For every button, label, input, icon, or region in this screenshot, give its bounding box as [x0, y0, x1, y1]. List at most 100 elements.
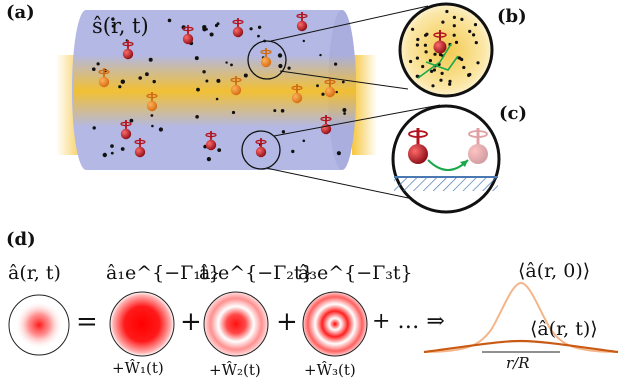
atom-dot: [202, 70, 206, 74]
atom-dot: [342, 108, 347, 112]
spin-icon: [232, 18, 244, 38]
atom-dot: [257, 25, 262, 29]
atom-dot: [473, 23, 478, 27]
zoom-line: [279, 70, 409, 90]
atom-dot: [316, 84, 319, 88]
atom-dot: [474, 41, 478, 45]
plus-sign: +: [180, 307, 202, 337]
spin-icon: [134, 138, 146, 158]
atom-dot: [472, 33, 476, 37]
spin-icon: [146, 92, 158, 112]
atom-dot: [454, 40, 459, 45]
atom-dot: [341, 80, 345, 84]
atom-dot: [138, 76, 142, 80]
atom-dot: [150, 114, 154, 117]
atom-dot: [445, 9, 449, 14]
atom-dot: [111, 24, 115, 28]
spin-icon: [296, 12, 308, 32]
cylinder-group: [56, 10, 377, 170]
spin-icon: [120, 120, 132, 140]
atom-dot: [476, 61, 480, 65]
initial-profile-curve: [423, 281, 619, 353]
axis-label: r/R: [506, 354, 530, 372]
spin-icon: [122, 40, 134, 60]
noise-2-label: +Ŵ₂(t): [209, 361, 261, 379]
plus-sign: +: [276, 307, 298, 337]
atom-dot: [257, 34, 260, 38]
atom-dot: [460, 17, 464, 21]
atom-dot: [423, 43, 427, 47]
equals-sign: =: [76, 307, 98, 337]
atom-dot: [421, 64, 425, 69]
atom-dot: [111, 17, 115, 21]
late-profile-curve: [423, 339, 619, 354]
atom-dot: [336, 151, 341, 156]
atom-dot: [225, 61, 228, 64]
atom-dot: [209, 32, 214, 37]
spin-icon: [98, 68, 110, 88]
atom-dot: [411, 27, 415, 31]
atom-dot: [440, 71, 444, 75]
atom-dot: [194, 56, 199, 61]
collision-path-icon: [425, 55, 459, 71]
atom-dot: [302, 39, 305, 43]
atom-dot: [343, 112, 346, 115]
atom-dot: [120, 79, 126, 84]
arrowhead-icon: [460, 160, 468, 167]
atom-dot: [468, 29, 472, 33]
atom-dot: [321, 92, 325, 96]
atom-dot: [302, 139, 306, 143]
atom-dot: [439, 78, 443, 82]
atom-dot: [430, 69, 434, 73]
atom-dot: [196, 87, 200, 92]
atom-dot: [216, 78, 221, 83]
zoom-ring-b: [247, 40, 287, 80]
atom-dot: [231, 110, 236, 115]
collision-path-icon: [417, 43, 452, 79]
atom-dot: [278, 63, 283, 69]
atom-dot: [195, 115, 199, 119]
atom-dot: [433, 52, 437, 56]
atom-dot: [441, 20, 445, 24]
atom-dot: [217, 148, 222, 153]
atom-dot: [152, 79, 156, 84]
atom-dot: [287, 66, 291, 70]
atom-dot: [452, 24, 456, 28]
series-continues: + … ⇒: [372, 309, 445, 334]
spin-icon: [205, 131, 217, 151]
atom-dot: [432, 68, 436, 72]
mode-total-label: â(r, t): [8, 262, 61, 284]
atom-dot: [118, 85, 122, 89]
atom-dot: [167, 18, 172, 23]
spin-field-label: ŝ(r, t): [92, 14, 149, 38]
atom-dot: [452, 15, 456, 19]
atom-dot: [120, 147, 125, 151]
spin-icon: [230, 76, 242, 96]
mode-circle-3: [302, 291, 368, 357]
atom-dot: [448, 82, 452, 86]
atom-dot: [319, 53, 322, 57]
zoom-line: [273, 104, 441, 137]
spin-icon: [433, 30, 447, 54]
atom-dot: [428, 59, 432, 63]
spins: [98, 12, 336, 158]
spin-icon: [291, 84, 303, 104]
atom-dot: [409, 59, 413, 64]
atom-dot: [96, 62, 100, 66]
atom-dot: [452, 33, 456, 37]
atom-dot: [110, 151, 114, 155]
atom-dot: [249, 27, 253, 31]
atom-dot: [335, 90, 338, 94]
atom-dot: [462, 65, 466, 70]
zoom-ring-c: [241, 130, 281, 170]
mode-1-label: â₁e^{−Γ₁t}: [106, 262, 221, 284]
atom-dot: [158, 127, 163, 132]
atom-dot: [230, 63, 233, 67]
mode-fill-total: [15, 301, 63, 349]
atom-dot: [416, 37, 420, 42]
panel-c-circle: [391, 104, 501, 214]
mode-3-label: â₃e^{−Γ₃t}: [298, 262, 413, 284]
atom-dot: [334, 62, 338, 66]
mode-circle-2: [203, 291, 269, 357]
atom-dot: [145, 72, 149, 77]
